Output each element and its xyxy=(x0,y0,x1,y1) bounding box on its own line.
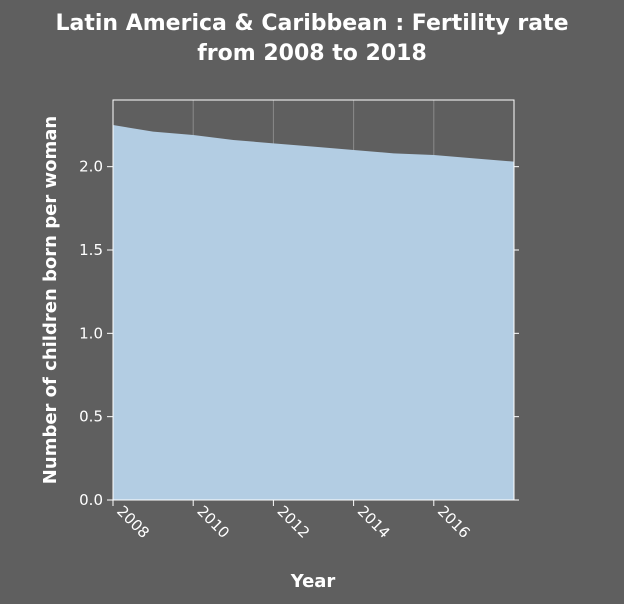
y-axis-label: Number of children born per woman xyxy=(40,116,61,484)
x-tick-label-0: 2008 xyxy=(113,502,153,542)
x-tick-label-3: 2014 xyxy=(354,502,394,542)
fertility-area xyxy=(113,125,514,500)
y-tick-label-1: 0.5 xyxy=(79,408,103,426)
plot-area: 0.0 0.5 1.0 1.5 2.0 2008 2010 2012 2014 2016 xyxy=(79,99,519,542)
chart-title-line-2: from 2008 to 2018 xyxy=(197,41,427,66)
x-axis-label: Year xyxy=(290,571,336,592)
x-tick-label-2: 2012 xyxy=(274,502,314,542)
y-tick-label-3: 1.5 xyxy=(79,241,103,259)
plot-frame xyxy=(112,99,515,501)
y-tick-label-0: 0.0 xyxy=(79,491,103,509)
y-tick-label-2: 1.0 xyxy=(79,324,103,342)
chart-title-line-1: Latin America & Caribbean : Fertility ra… xyxy=(55,11,568,36)
x-tick-label-4: 2016 xyxy=(434,502,474,542)
x-tick-label-1: 2010 xyxy=(193,502,233,542)
y-tick-label-4: 2.0 xyxy=(79,158,103,176)
